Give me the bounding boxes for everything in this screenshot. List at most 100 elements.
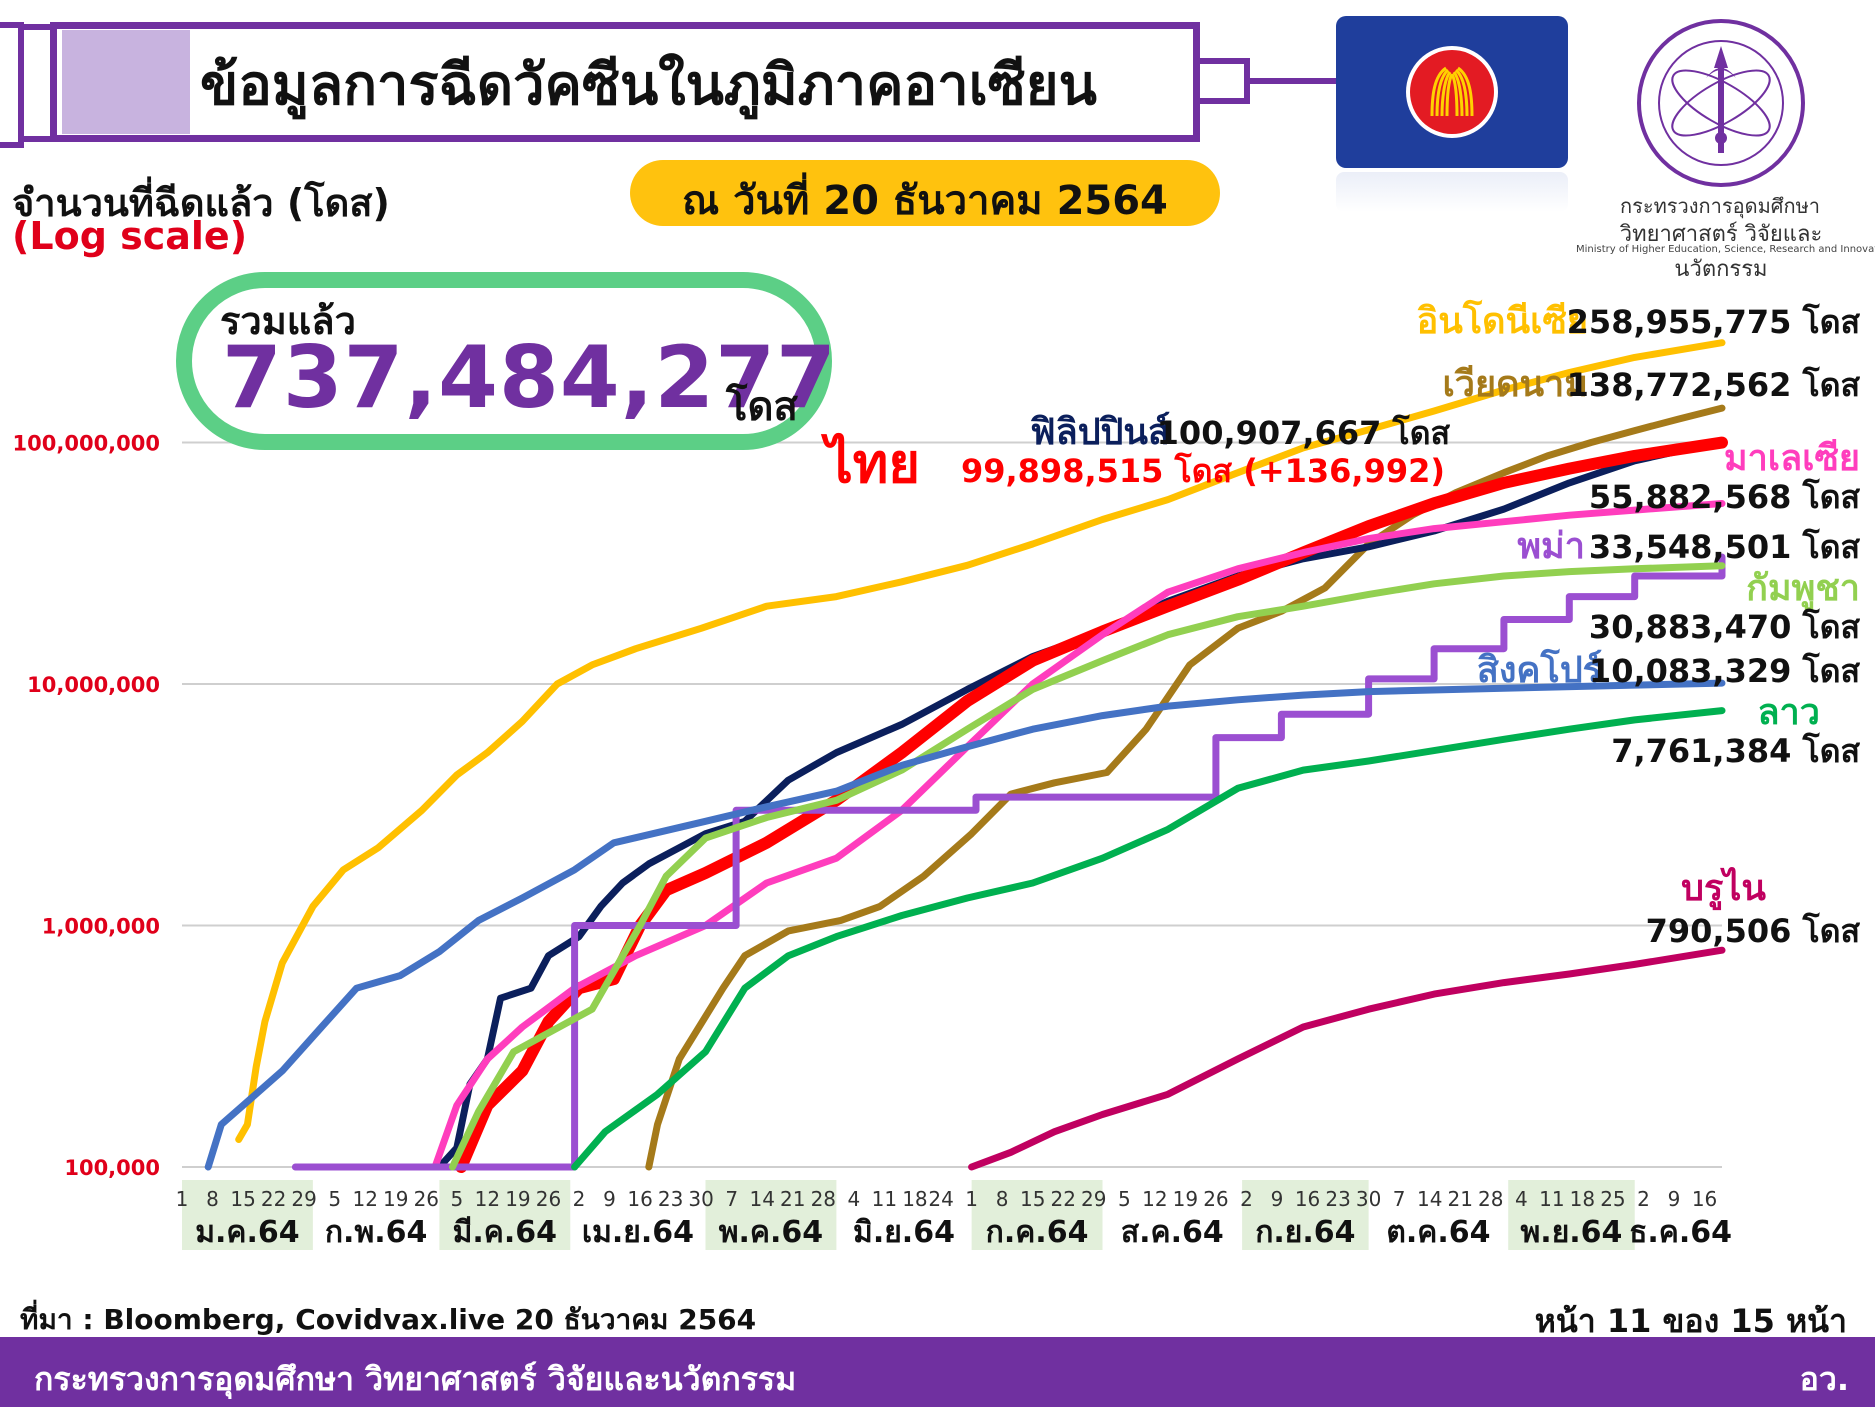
x-day-tick: 23	[1325, 1187, 1350, 1211]
x-day-tick: 19	[1173, 1187, 1198, 1211]
x-day-tick: 16	[1692, 1187, 1717, 1211]
month-band	[971, 1180, 1103, 1250]
chart-grid: 100,000 1,000,000 10,000,000 100,000,000	[13, 432, 1722, 1180]
x-day-tick: 21	[780, 1187, 805, 1211]
syringe-fill	[62, 30, 190, 134]
series-value-label: 33,548,501 โดส	[1589, 528, 1861, 566]
x-day-tick: 16	[1295, 1187, 1320, 1211]
month-band	[705, 1180, 837, 1250]
x-day-tick: 21	[1448, 1187, 1473, 1211]
series-line	[204, 679, 1726, 1171]
series-value-label: 55,882,568 โดส	[1589, 478, 1861, 516]
x-day-tick: 15	[1020, 1187, 1045, 1211]
x-day-tick: 5	[328, 1187, 341, 1211]
x-day-tick: 12	[475, 1187, 500, 1211]
x-month-label: ก.พ.64	[325, 1215, 427, 1250]
page-number: หน้า 11 ของ 15 หน้า	[1534, 1302, 1847, 1340]
series-value-label: 99,898,515 โดส (+136,992)	[961, 452, 1445, 490]
x-day-tick: 16	[627, 1187, 652, 1211]
x-day-tick: 8	[996, 1187, 1009, 1211]
x-day-tick: 25	[1600, 1187, 1625, 1211]
asean-flag-icon	[1336, 16, 1568, 168]
x-day-tick: 11	[872, 1187, 897, 1211]
x-day-tick: 28	[811, 1187, 836, 1211]
series-name-label: สิงคโปร์	[1477, 648, 1603, 691]
x-month-label: ก.ย.64	[1255, 1215, 1355, 1250]
x-day-tick: 29	[291, 1187, 316, 1211]
ministry-name-thai-line2: วิทยาศาสตร์ วิจัยและนวัตกรรม	[1619, 222, 1823, 282]
series-value-label: 258,955,775 โดส	[1567, 303, 1861, 341]
x-day-tick: 29	[1081, 1187, 1106, 1211]
series-name-label: เวียดนาม	[1442, 364, 1588, 405]
x-day-tick: 2	[1637, 1187, 1650, 1211]
month-band	[439, 1180, 571, 1250]
x-day-tick: 15	[230, 1187, 255, 1211]
date-label: ณ วันที่ 20 ธันวาคม 2564	[682, 178, 1168, 224]
x-month-label: ส.ค.64	[1121, 1215, 1224, 1250]
series-line	[291, 553, 1726, 1171]
x-day-tick: 19	[505, 1187, 530, 1211]
x-day-tick: 19	[383, 1187, 408, 1211]
x-month-label: พ.ย.64	[1521, 1215, 1623, 1250]
log-scale-label: (Log scale)	[12, 214, 248, 258]
x-day-tick: 7	[725, 1187, 738, 1211]
x-day-tick: 9	[603, 1187, 616, 1211]
x-day-tick: 26	[414, 1187, 439, 1211]
x-day-tick: 12	[1142, 1187, 1167, 1211]
x-month-label: มี.ค.64	[453, 1215, 557, 1250]
x-day-tick: 14	[750, 1187, 775, 1211]
x-day-tick: 12	[353, 1187, 378, 1211]
y-axis-unit-label: จำนวนที่ฉีดแล้ว (โดส)	[12, 181, 390, 225]
x-day-tick: 30	[688, 1187, 713, 1211]
x-day-tick: 1	[176, 1187, 189, 1211]
series-value-label: 10,083,329 โดส	[1589, 652, 1861, 690]
total-doses-box	[176, 272, 832, 450]
x-month-label: ก.ค.64	[986, 1215, 1089, 1250]
series-value-label: 100,907,667 โดส	[1157, 414, 1451, 452]
x-day-tick: 14	[1417, 1187, 1442, 1211]
flag-reflection	[1336, 172, 1568, 212]
ministry-name-english: Ministry of Higher Education, Science, R…	[1576, 244, 1875, 255]
total-unit: โดส	[726, 384, 798, 430]
series-value-label: 30,883,470 โดส	[1589, 608, 1861, 646]
x-month-label: ม.ค.64	[195, 1215, 299, 1250]
x-month-label: ต.ค.64	[1386, 1215, 1490, 1250]
x-day-tick: 18	[902, 1187, 927, 1211]
x-day-tick: 7	[1393, 1187, 1406, 1211]
x-day-tick: 23	[658, 1187, 683, 1211]
x-day-tick: 22	[1051, 1187, 1076, 1211]
footer-organization: กระทรวงการอุดมศึกษา วิทยาศาสตร์ วิจัยและ…	[34, 1360, 797, 1398]
ministry-logo-icon	[1636, 18, 1806, 188]
x-day-tick: 5	[1118, 1187, 1131, 1211]
x-day-tick: 26	[536, 1187, 561, 1211]
x-day-tick: 8	[206, 1187, 219, 1211]
series-name-label: พม่า	[1517, 526, 1585, 567]
series-line	[645, 404, 1726, 1171]
series-line	[571, 707, 1726, 1171]
ministry-name-thai: กระทรวงการอุดมศึกษา	[1620, 194, 1820, 218]
total-label: รวมแล้ว	[220, 299, 356, 343]
x-day-tick: 1	[965, 1187, 978, 1211]
x-day-tick: 11	[1539, 1187, 1564, 1211]
x-day-tick: 22	[261, 1187, 286, 1211]
series-line	[449, 562, 1726, 1171]
x-day-tick: 4	[847, 1187, 860, 1211]
series-name-label: ฟิลิปปินส์	[1030, 411, 1170, 453]
series-line	[968, 946, 1726, 1171]
series-value-label: 138,772,562 โดส	[1567, 366, 1861, 404]
page-title: ข้อมูลการฉีดวัคซีนในภูมิภาคอาเซียน	[200, 53, 1097, 118]
x-day-tick: 4	[1515, 1187, 1528, 1211]
x-day-tick: 26	[1203, 1187, 1228, 1211]
x-month-label: พ.ค.64	[719, 1215, 823, 1250]
syringe-rod-icon	[24, 24, 54, 142]
month-band	[1508, 1180, 1635, 1250]
month-band	[1242, 1180, 1369, 1250]
x-day-tick: 9	[1271, 1187, 1284, 1211]
y-tick-label: 100,000,000	[13, 432, 160, 456]
footer-bar	[0, 1337, 1875, 1407]
source-note: ที่มา : Bloomberg, Covidvax.live 20 ธันว…	[20, 1303, 757, 1336]
footer-abbreviation: อว.	[1799, 1360, 1849, 1398]
x-day-tick: 30	[1356, 1187, 1381, 1211]
syringe-tip-icon	[1200, 58, 1250, 104]
